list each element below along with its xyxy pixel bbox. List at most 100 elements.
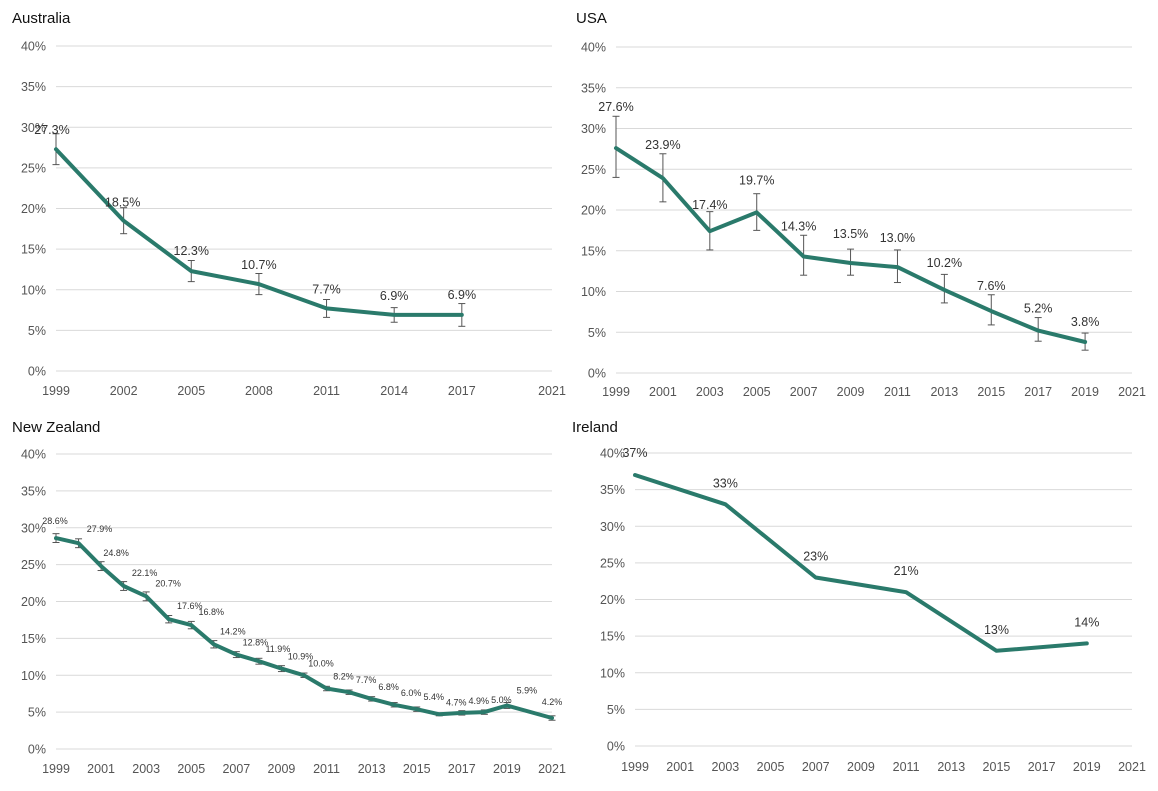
x-tick-label: 2011 [884, 385, 911, 399]
x-tick-label: 2005 [757, 760, 785, 774]
y-tick-label: 35% [581, 81, 606, 95]
y-tick-label: 35% [21, 80, 46, 94]
data-label: 5.0% [491, 695, 512, 705]
y-tick-label: 40% [21, 448, 46, 462]
data-label: 7.6% [977, 279, 1006, 293]
data-label: 17.4% [692, 198, 727, 212]
data-label: 21% [894, 564, 919, 578]
y-tick-label: 20% [600, 593, 625, 607]
data-label: 12.8% [243, 638, 269, 648]
data-label: 33% [713, 476, 738, 490]
data-label: 4.2% [542, 697, 563, 707]
y-tick-label: 0% [28, 743, 46, 757]
x-tick-label: 2013 [937, 760, 965, 774]
data-label: 6.8% [378, 682, 399, 692]
data-label: 23% [803, 550, 828, 564]
series-line [614, 146, 1088, 344]
line-chart-usa: 0% 5% 10% 15% 20% 25% 30% 35% 40% 1999 2001 2003 200… [581, 41, 1146, 400]
y-tick-label: 25% [21, 161, 46, 175]
chart-title: New Zealand [12, 419, 101, 436]
data-label: 10.9% [288, 652, 314, 662]
data-label: 17.6% [177, 601, 203, 611]
y-tick-label: 40% [600, 447, 625, 461]
x-tick-label: 2017 [1024, 385, 1052, 399]
data-label: 28.6% [42, 516, 68, 526]
data-label: 6.9% [448, 288, 477, 302]
data-label: 37% [622, 446, 647, 460]
chart-title: USA [576, 10, 607, 27]
chart-panel-new-zealand: New Zealand 0% 5% 10% 15% 20% 25% 30% 35% 40% 199… [0, 410, 579, 791]
x-tick-label: 2015 [977, 385, 1005, 399]
data-label: 14.3% [781, 219, 816, 233]
data-label: 16.8% [199, 607, 225, 617]
y-tick-label: 15% [21, 632, 46, 646]
y-tick-label: 25% [600, 556, 625, 570]
data-label: 10.0% [308, 658, 334, 668]
y-tick-label: 20% [21, 202, 46, 216]
data-label: 8.2% [333, 672, 354, 682]
x-tick-label: 2011 [893, 760, 920, 774]
data-label: 7.7% [312, 282, 341, 296]
data-label: 22.1% [132, 568, 158, 578]
data-label: 14% [1074, 615, 1099, 629]
data-label: 12.3% [174, 244, 209, 258]
y-tick-label: 0% [607, 740, 625, 754]
x-tick-label: 2009 [268, 762, 296, 776]
x-tick-label: 2011 [313, 762, 340, 776]
y-tick-label: 30% [600, 520, 625, 534]
y-tick-label: 5% [607, 703, 625, 717]
y-tick-label: 20% [581, 204, 606, 218]
x-tick-label: 2007 [802, 760, 830, 774]
data-label: 13.5% [833, 227, 868, 241]
data-label: 20.7% [155, 578, 181, 588]
y-tick-label: 35% [21, 484, 46, 498]
x-tick-label: 2019 [1073, 760, 1101, 774]
data-label: 18.5% [105, 196, 140, 210]
x-tick-label: 2003 [711, 760, 739, 774]
data-label: 14.2% [220, 626, 246, 636]
y-tick-label: 5% [588, 326, 606, 340]
data-label: 5.4% [423, 692, 444, 702]
y-tick-label: 40% [21, 40, 46, 54]
y-tick-label: 35% [600, 483, 625, 497]
chart-title: Ireland [572, 419, 618, 436]
x-tick-label: 1999 [42, 762, 70, 776]
x-tick-label: 2019 [493, 762, 521, 776]
x-tick-label: 2013 [358, 762, 386, 776]
x-tick-label: 2007 [222, 762, 250, 776]
chart-panel-usa: USA 0% 5% 10% 15% 20% 25% 30% 35% 40% 1999 2001 200… [576, 0, 1158, 400]
y-tick-label: 0% [28, 365, 46, 379]
y-tick-label: 15% [581, 244, 606, 258]
x-tick-label: 2002 [110, 384, 138, 398]
chart-panel-australia: Australia 0% 5% 10% 15% 20% 25% 30% 35% 40% 1999 2… [0, 0, 579, 400]
y-tick-label: 30% [21, 121, 46, 135]
data-label: 24.8% [103, 548, 129, 558]
y-tick-label: 10% [600, 666, 625, 680]
data-label: 4.9% [469, 696, 490, 706]
x-tick-label: 2007 [790, 385, 818, 399]
y-tick-label: 30% [21, 521, 46, 535]
y-tick-label: 5% [28, 706, 46, 720]
x-tick-label: 2021 [538, 762, 566, 776]
data-label: 3.8% [1071, 315, 1100, 329]
data-label: 13% [984, 623, 1009, 637]
x-tick-label: 2014 [380, 384, 408, 398]
series-line [54, 147, 464, 317]
x-tick-label: 2001 [666, 760, 694, 774]
y-tick-label: 25% [581, 163, 606, 177]
x-tick-label: 2008 [245, 384, 273, 398]
line-chart-australia: 0% 5% 10% 15% 20% 25% 30% 35% 40% 1999 2002 2005 200… [21, 40, 566, 399]
y-tick-label: 40% [581, 41, 606, 55]
data-label: 27.9% [87, 524, 113, 534]
x-tick-label: 2009 [837, 385, 865, 399]
x-tick-label: 2001 [87, 762, 115, 776]
x-tick-label: 2021 [1118, 385, 1146, 399]
x-tick-label: 2011 [313, 384, 340, 398]
x-tick-label: 2013 [930, 385, 958, 399]
y-tick-label: 10% [21, 669, 46, 683]
x-tick-label: 2005 [177, 384, 205, 398]
series-line [633, 473, 1089, 653]
data-label: 6.0% [401, 688, 422, 698]
data-label: 7.7% [356, 675, 377, 685]
x-tick-label: 2001 [649, 385, 677, 399]
